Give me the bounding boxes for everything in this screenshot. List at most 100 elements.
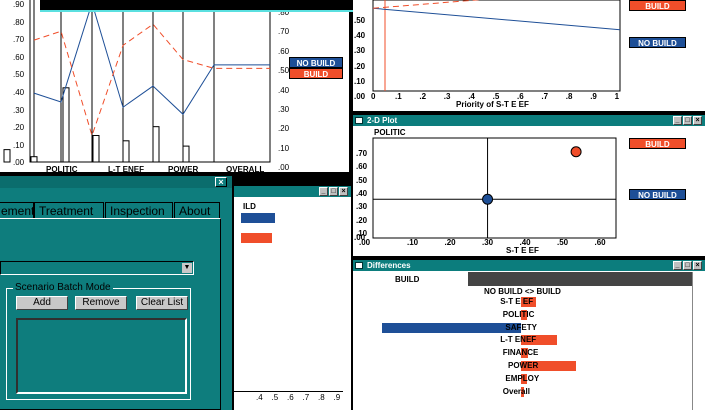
close-icon[interactable]: ×	[693, 116, 702, 125]
sensitivity-x-tick: .4	[468, 92, 475, 101]
sensitivity-y-tick: .00	[354, 92, 366, 101]
tab-treatment[interactable]: Treatment	[34, 202, 104, 218]
tab-inspection[interactable]: Inspection	[105, 202, 173, 218]
plot-2d-y-tick: .40	[356, 188, 368, 198]
sensitivity-x-tick: .6	[517, 92, 524, 101]
difference-bar	[521, 348, 529, 359]
sensitivity-no-build-legend: NO BUILD	[629, 37, 686, 48]
sensitivity-x-tick: .7	[541, 92, 549, 101]
no-build-legend: NO BUILD	[289, 57, 343, 68]
plot-2d-no-build-legend: NO BUILD	[629, 189, 686, 200]
difference-row-label: POLITIC	[502, 309, 535, 319]
sensitivity-x-tick: .9	[590, 92, 597, 101]
middle-chart-header: ILD	[243, 202, 256, 211]
difference-bar	[521, 297, 536, 307]
sensitivity-x-tick: .8	[565, 92, 573, 101]
clear-list-button[interactable]: Clear List	[136, 296, 188, 310]
maximize-icon[interactable]: □	[683, 116, 692, 125]
tab-about[interactable]: About	[174, 202, 220, 218]
plot-2d-y-tick: .10	[356, 228, 368, 238]
chevron-down-icon[interactable]: ▼	[182, 263, 192, 273]
scenario-bar	[152, 126, 160, 163]
scenario-bar	[92, 135, 100, 163]
category-label: POWER	[168, 165, 199, 174]
build-series-line	[33, 23, 270, 138]
plot-2d-y-tick: .60	[356, 162, 368, 172]
batch-list[interactable]	[16, 318, 187, 394]
dialog-title-bar[interactable]: ×	[0, 176, 232, 188]
differences-axis-header: NO BUILD <> BUILD	[484, 287, 561, 296]
sensitivity-build-legend: BUILD	[629, 0, 686, 11]
middle-x-tick: .6	[287, 393, 294, 402]
chart-frame	[29, 0, 271, 163]
differences-left-header: BUILD	[395, 275, 420, 284]
right-axis-tick: .40	[278, 85, 290, 95]
overall-chart-svg	[3, 0, 271, 163]
scenario-bar	[122, 140, 130, 163]
plot-2d-x-tick: .10	[407, 238, 419, 247]
maximize-icon[interactable]: □	[329, 187, 338, 196]
no-build-point[interactable]	[482, 193, 494, 205]
sensitivity-y-tick: .30	[354, 46, 366, 56]
no-build-sensitivity-line	[372, 7, 621, 31]
right-axis-tick: .10	[278, 143, 290, 153]
window-icon	[355, 117, 363, 124]
middle-build-bar	[241, 233, 272, 243]
difference-row-label: L-T ENEF	[500, 335, 537, 345]
middle-chart-title-bar[interactable]: _ □ ×	[233, 186, 351, 197]
add-button[interactable]: Add	[16, 296, 68, 310]
scenario-bar	[3, 149, 11, 163]
differences-scrollbar[interactable]	[692, 272, 705, 410]
middle-chart-window: _ □ × ILD .4 .5 .6 .7 .8 .9	[233, 186, 351, 410]
sensitivity-svg	[372, 0, 621, 92]
maximize-icon[interactable]: □	[683, 261, 692, 270]
plot-2d-y-tick: .70	[356, 149, 368, 158]
differences-title-bar[interactable]: Differences _ □ ×	[353, 260, 705, 271]
differences-title: Differences	[367, 261, 411, 270]
plot-2d-title: 2-D Plot	[367, 116, 398, 125]
category-label: L-T ENEF	[108, 165, 144, 174]
minimize-icon[interactable]: _	[319, 187, 328, 196]
close-icon[interactable]: ×	[693, 261, 702, 270]
left-axis-tick: .30	[13, 105, 25, 115]
scenario-bar	[182, 145, 190, 163]
plot-2d-x-tick: .30	[482, 238, 494, 247]
minimize-icon[interactable]: _	[673, 116, 682, 125]
middle-x-tick: .7	[302, 393, 310, 402]
build-point[interactable]	[570, 146, 582, 158]
left-axis-tick: .10	[13, 140, 25, 150]
scenario-bar	[30, 156, 38, 163]
sensitivity-window: .50 .40 .30 .20 .10 .00 .1 .2 .3 .4 .5 .6 .7 .8 .9 1 0…	[353, 0, 705, 111]
close-icon[interactable]: ×	[339, 187, 348, 196]
difference-bar	[521, 361, 577, 371]
plot-2d-title-bar[interactable]: 2-D Plot _ □ ×	[353, 115, 705, 126]
plot-2d-x-tick: .60	[594, 238, 606, 247]
sensitivity-x-tick: .3	[443, 92, 451, 101]
window-icon	[355, 262, 363, 269]
middle-x-tick: .4	[256, 393, 263, 402]
remove-button[interactable]: Remove	[75, 296, 127, 310]
sensitivity-x-tick: .1	[395, 92, 402, 101]
middle-x-tick: .9	[333, 393, 341, 402]
plot-2d-x-label: S-T E EF	[506, 246, 539, 255]
left-axis-tick: .80	[13, 17, 25, 27]
difference-row-label: FINANCE	[502, 348, 539, 358]
right-axis-tick: .70	[278, 27, 290, 37]
category-label: OVERALL	[226, 165, 265, 174]
no-build-series-line	[33, 1, 270, 116]
plot-2d-y-tick: .50	[356, 175, 368, 185]
right-axis-tick: .20	[278, 124, 290, 134]
tab-management[interactable]: ement	[0, 202, 34, 218]
difference-bar	[381, 322, 521, 333]
plot-2d-y-zero: .00	[354, 233, 366, 242]
left-axis-tick: .50	[13, 70, 25, 80]
dialog-frame: × ement Treatment Inspection About ▼ Sce…	[0, 176, 234, 410]
left-axis-tick: .40	[13, 88, 25, 97]
scenario-select[interactable]: ▼	[0, 261, 194, 275]
plot-2d-x-tick: .40	[519, 238, 531, 247]
minimize-icon[interactable]: _	[673, 261, 682, 270]
difference-bar	[521, 335, 558, 346]
left-axis-tick: .60	[13, 52, 25, 62]
category-label: POLITIC	[46, 165, 78, 174]
dialog-close-button[interactable]: ×	[215, 177, 227, 187]
